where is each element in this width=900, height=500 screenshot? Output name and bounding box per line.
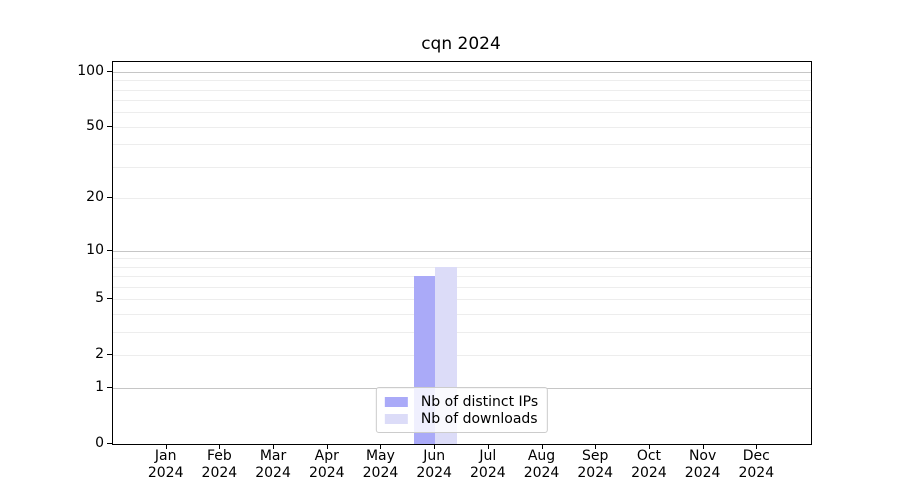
legend: Nb of distinct IPs Nb of downloads: [375, 387, 549, 433]
y-tick-label: 50: [86, 117, 104, 134]
y-tick-label: 10: [86, 241, 104, 258]
y-gridline-minor: [113, 112, 811, 114]
y-tick-mark: [107, 249, 112, 251]
y-tick-label: 20: [86, 189, 104, 206]
x-tick-mark: [487, 444, 489, 449]
y-gridline-minor: [113, 355, 811, 357]
x-tick-mark: [756, 444, 758, 449]
x-tick-mark: [702, 444, 704, 449]
y-gridline-minor: [113, 144, 811, 146]
x-tick-label: Nov 2024: [684, 448, 721, 481]
x-tick-mark: [434, 444, 436, 449]
y-tick-mark: [107, 443, 112, 444]
x-tick-mark: [380, 444, 382, 449]
x-tick-mark: [595, 444, 597, 449]
legend-label: Nb of downloads: [420, 410, 538, 427]
y-tick-label: 5: [95, 290, 104, 307]
gridlines-layer: [113, 62, 811, 444]
y-gridline-minor: [113, 266, 811, 268]
y-gridline-minor: [113, 299, 811, 301]
y-tick-label: 100: [77, 62, 104, 79]
x-tick-label: Sep 2024: [577, 448, 614, 481]
y-gridline-major: [113, 250, 811, 252]
y-tick-mark: [107, 70, 112, 72]
x-tick-label: Apr 2024: [308, 448, 345, 481]
x-tick-label: Oct 2024: [631, 448, 667, 481]
y-tick-mark: [107, 197, 112, 199]
x-tick-label: Feb 2024: [201, 448, 238, 481]
x-tick-mark: [219, 444, 221, 449]
x-tick-mark: [273, 444, 275, 449]
chart-title: cqn 2024: [421, 34, 501, 54]
legend-swatch: [384, 396, 408, 407]
legend-label: Nb of distinct IPs: [420, 393, 539, 410]
x-tick-mark: [326, 444, 328, 449]
legend-row: Nb of downloads: [384, 410, 538, 427]
y-gridline-minor: [113, 287, 811, 289]
legend-row: Nb of distinct IPs: [384, 393, 539, 410]
y-tick-label: 0: [95, 435, 104, 451]
x-tick-label: Mar 2024: [255, 448, 291, 481]
y-tick-mark: [107, 354, 112, 356]
y-gridline-minor: [113, 100, 811, 102]
x-tick-label: May 2024: [362, 448, 399, 481]
y-gridline-minor: [113, 276, 811, 278]
y-tick-label: 2: [95, 346, 104, 363]
y-gridline-minor: [113, 332, 811, 334]
y-gridline-major: [113, 71, 811, 73]
y-tick-mark: [107, 125, 112, 127]
x-tick-label: Aug 2024: [523, 448, 560, 481]
y-gridline-minor: [113, 198, 811, 200]
legend-swatch: [384, 413, 408, 424]
y-tick-mark: [107, 387, 112, 389]
y-tick-label: 1: [95, 379, 104, 396]
y-gridline-minor: [113, 89, 811, 91]
x-tick-label: Jan 2024: [147, 448, 184, 481]
y-tick-mark: [107, 298, 112, 300]
y-gridline-minor: [113, 314, 811, 316]
y-gridline-minor: [113, 126, 811, 128]
x-tick-mark: [648, 444, 650, 449]
x-tick-label: Jun 2024: [416, 448, 452, 481]
x-tick-label: Dec 2024: [738, 448, 775, 481]
y-gridline-minor: [113, 258, 811, 260]
y-gridline-minor: [113, 80, 811, 82]
y-gridline-minor: [113, 167, 811, 169]
plot-area: Nb of distinct IPs Nb of downloads: [112, 61, 812, 445]
x-tick-mark: [165, 444, 167, 449]
x-tick-label: Jul 2024: [470, 448, 506, 481]
x-tick-mark: [541, 444, 543, 449]
